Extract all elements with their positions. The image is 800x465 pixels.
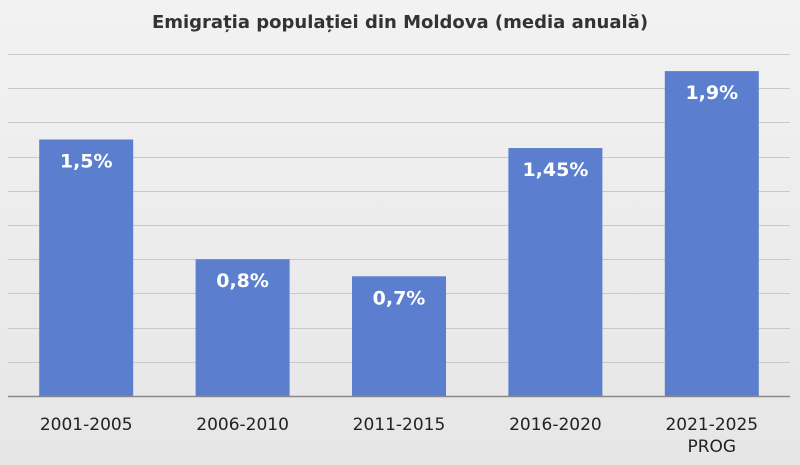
x-tick-labels: 2001-2005 2006-2010 2011-2015 2016-2020 2021… [40,415,758,457]
bar-2011-2015 [352,276,446,396]
gridlines [8,54,790,363]
data-labels: 1,5% 0,8% 0,7% 1,45% 1,9% [60,82,738,309]
bar-2006-2010 [195,259,290,396]
data-label-4: 1,9% [685,82,738,104]
x-tick-label-4: 2021-2025 PROG [665,415,758,457]
bar-2016-2020 [508,148,603,396]
x-tick-label-0: 2001-2005 [40,415,133,435]
bars [39,71,759,396]
data-label-2: 0,7% [373,287,426,309]
bar-2021-2025-prog [664,71,759,396]
data-label-1: 0,8% [216,270,269,292]
data-label-0: 1,5% [60,151,113,173]
bar-2001-2005 [39,139,134,396]
x-tick-label-3: 2016-2020 [509,415,602,435]
x-tick-label-1: 2006-2010 [196,415,289,435]
data-label-3: 1,45% [522,159,588,181]
x-tick-label-2: 2011-2015 [353,415,446,435]
chart-title: Emigrația populației din Moldova (media … [152,12,648,33]
